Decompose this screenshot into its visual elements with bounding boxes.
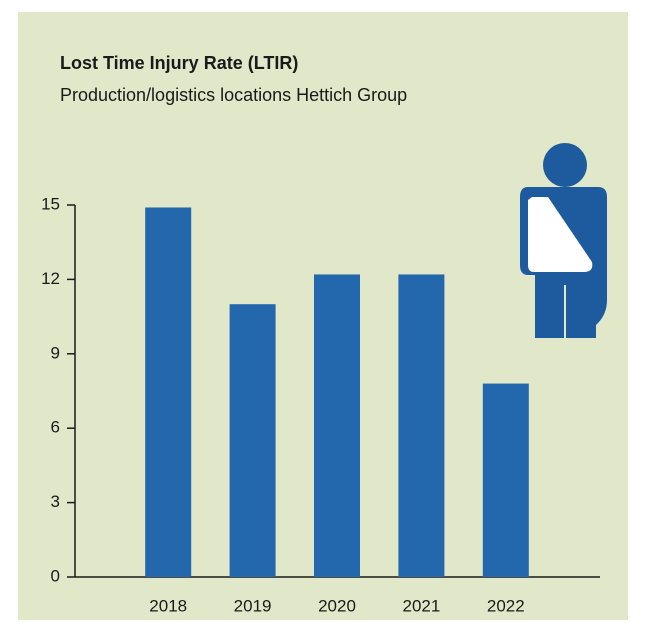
x-tick-label: 2022 <box>487 596 525 615</box>
bar <box>145 207 192 578</box>
bar <box>482 383 529 577</box>
x-tick-label: 2020 <box>318 596 356 615</box>
y-tick-label: 6 <box>51 418 60 437</box>
y-tick-label: 3 <box>51 492 60 511</box>
x-tick-label: 2018 <box>149 596 187 615</box>
chart-title: Lost Time Injury Rate (LTIR) <box>60 53 298 73</box>
bar <box>398 274 445 577</box>
y-tick-label: 0 <box>51 566 60 585</box>
y-tick-label: 9 <box>51 343 60 362</box>
y-tick-label: 15 <box>41 194 60 213</box>
y-tick-label: 12 <box>41 269 60 288</box>
x-tick-label: 2019 <box>234 596 272 615</box>
bar <box>314 274 360 577</box>
person-icon <box>520 143 607 338</box>
bar <box>229 304 276 577</box>
chart-subtitle: Production/logistics locations Hettich G… <box>60 85 407 105</box>
x-tick-label: 2021 <box>402 596 440 615</box>
